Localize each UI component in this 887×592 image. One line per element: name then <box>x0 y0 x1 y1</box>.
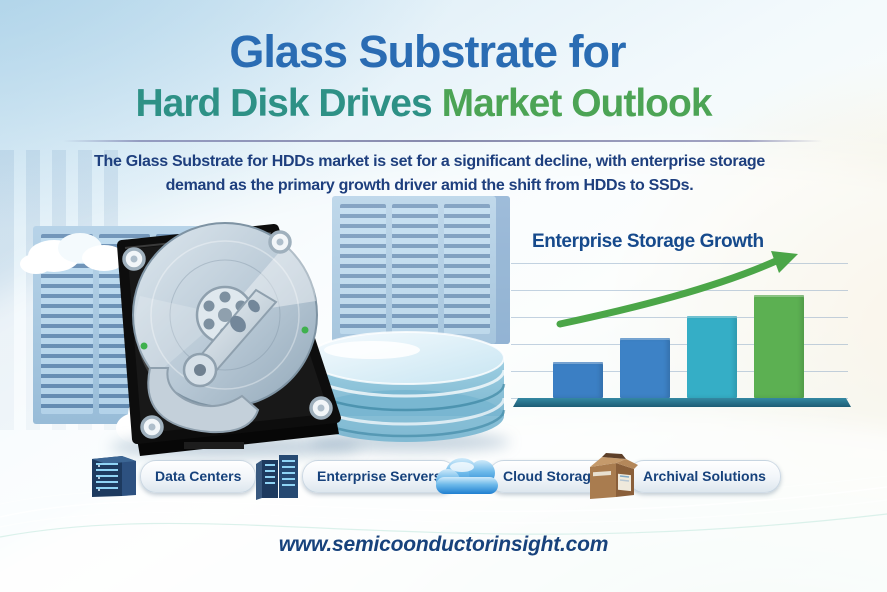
archive-box-icon <box>582 451 640 501</box>
chart-base-platform <box>513 398 851 407</box>
website-url: www.semicoonductorinsight.com <box>0 533 887 557</box>
growth-arrow-head <box>771 251 798 273</box>
server-tower-icon <box>252 452 302 500</box>
cloud-icon <box>428 451 510 501</box>
server-rack-icon <box>86 453 140 499</box>
title-market-outlook: Market Outlook <box>442 82 712 125</box>
category-data-centers: Data Centers <box>86 452 256 500</box>
subtitle-line1: The Glass Substrate for HDDs market is s… <box>0 150 873 174</box>
header-divider-line <box>63 140 823 142</box>
subtitle-text: The Glass Substrate for HDDs market is s… <box>0 150 873 198</box>
page-title-line2: Hard Disk Drives Market Outlook <box>0 82 867 126</box>
chart-bar <box>620 338 670 398</box>
category-pill: Archival Solutions <box>628 460 781 493</box>
growth-arrow-icon <box>540 244 820 334</box>
infographic-canvas: Glass Substrate for Hard Disk Drives Mark… <box>0 0 887 592</box>
subtitle-line2: demand as the primary growth driver amid… <box>0 174 873 198</box>
title-hard-disk-drives: Hard Disk Drives <box>135 82 431 125</box>
hdd-illustration <box>92 218 348 458</box>
chart-bar <box>553 362 603 398</box>
page-title-line1: Glass Substrate for <box>0 26 871 78</box>
category-enterprise-servers: Enterprise Servers <box>252 452 457 500</box>
category-archival-solutions: Archival Solutions <box>582 452 781 500</box>
category-pill: Data Centers <box>140 460 256 493</box>
growth-arrow-path <box>560 261 776 324</box>
